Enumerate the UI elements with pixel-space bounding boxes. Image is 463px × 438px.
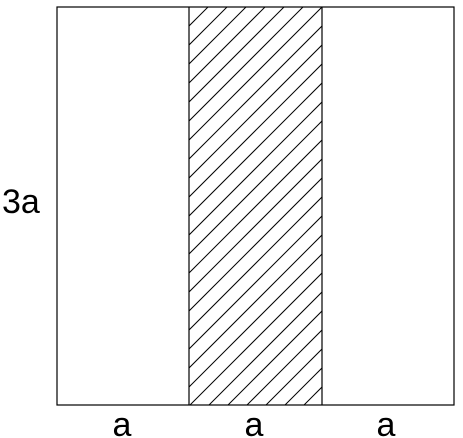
hatch-line (189, 120, 322, 255)
outer-square (56, 6, 455, 406)
hatch-line (189, 7, 228, 46)
hatch-line (139, 0, 372, 38)
diagonal-hatch-lines (139, 0, 372, 405)
hatch-line (189, 7, 266, 84)
hatch-line (208, 291, 322, 405)
height-label: 3a (2, 183, 40, 221)
hatch-line (189, 7, 304, 122)
hatch-line (189, 7, 209, 27)
width-label-left: a (113, 406, 132, 438)
width-label-middle: a (245, 406, 264, 438)
hatch-line (189, 234, 322, 369)
hatch-line (246, 329, 322, 405)
hatch-line (189, 7, 190, 8)
hatch-line (189, 82, 322, 217)
hatch-line (189, 44, 322, 179)
hatch-line (189, 272, 322, 405)
hatch-line (189, 177, 322, 312)
hatch-line (189, 7, 322, 141)
hatch-line (189, 139, 322, 274)
hatch-line (189, 25, 322, 160)
hatch-line (189, 63, 322, 198)
width-label-right: a (377, 406, 396, 438)
hatch-line (189, 253, 322, 388)
hatch-line (189, 158, 322, 293)
hatch-line (189, 101, 322, 236)
hatch-line (227, 310, 322, 405)
hatch-line (189, 7, 285, 103)
hatch-line (189, 196, 322, 331)
hatch-line (189, 215, 322, 350)
